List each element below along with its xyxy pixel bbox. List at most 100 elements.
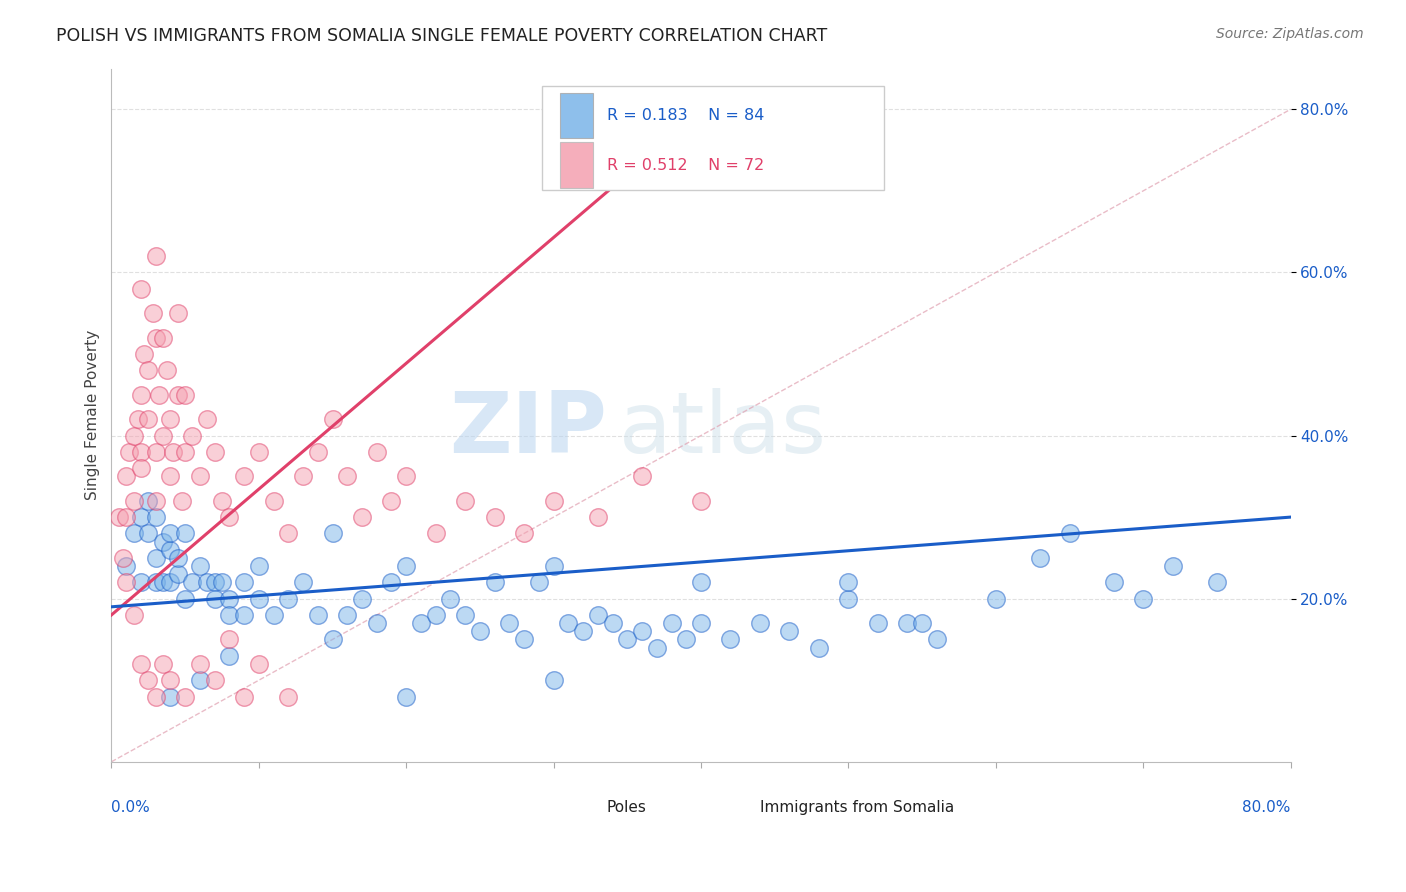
Point bbox=[572, 624, 595, 639]
Point bbox=[132, 347, 155, 361]
Point bbox=[690, 575, 713, 590]
Point bbox=[586, 510, 609, 524]
Point bbox=[778, 624, 800, 639]
Point bbox=[1206, 575, 1229, 590]
Text: R = 0.183    N = 84: R = 0.183 N = 84 bbox=[606, 108, 763, 123]
Point bbox=[602, 616, 624, 631]
Point bbox=[321, 632, 343, 647]
Point bbox=[395, 559, 418, 574]
Point bbox=[172, 493, 194, 508]
Bar bbox=[734, 795, 761, 810]
Point bbox=[129, 510, 152, 524]
Point bbox=[152, 534, 174, 549]
Point bbox=[336, 607, 359, 622]
Point bbox=[174, 591, 197, 606]
Point bbox=[837, 575, 859, 590]
Point bbox=[409, 616, 432, 631]
Point bbox=[148, 388, 170, 402]
Point bbox=[136, 673, 159, 688]
Point bbox=[984, 591, 1007, 606]
Point bbox=[218, 591, 240, 606]
Point bbox=[395, 690, 418, 704]
Point bbox=[631, 624, 654, 639]
Point bbox=[616, 632, 638, 647]
Point bbox=[129, 461, 152, 475]
Point bbox=[866, 616, 889, 631]
Point bbox=[115, 575, 138, 590]
Point bbox=[129, 657, 152, 671]
Point bbox=[211, 493, 233, 508]
Point bbox=[136, 493, 159, 508]
Point bbox=[380, 575, 402, 590]
Point bbox=[911, 616, 934, 631]
Text: Source: ZipAtlas.com: Source: ZipAtlas.com bbox=[1216, 27, 1364, 41]
Point bbox=[468, 624, 491, 639]
Point bbox=[498, 616, 520, 631]
Bar bbox=[583, 795, 609, 810]
Point bbox=[1102, 575, 1125, 590]
Text: Immigrants from Somalia: Immigrants from Somalia bbox=[761, 800, 955, 815]
Point bbox=[1161, 559, 1184, 574]
Point bbox=[211, 575, 233, 590]
Point bbox=[145, 575, 167, 590]
Point bbox=[122, 526, 145, 541]
Point bbox=[307, 445, 329, 459]
Point bbox=[543, 673, 565, 688]
Point bbox=[749, 616, 772, 631]
Point bbox=[277, 690, 299, 704]
Point bbox=[925, 632, 948, 647]
Point bbox=[174, 445, 197, 459]
FancyBboxPatch shape bbox=[541, 86, 884, 190]
Point bbox=[1029, 550, 1052, 565]
Point bbox=[188, 673, 211, 688]
Point bbox=[513, 632, 536, 647]
Point bbox=[115, 559, 138, 574]
Point bbox=[543, 559, 565, 574]
Text: 80.0%: 80.0% bbox=[1243, 800, 1291, 815]
Point bbox=[513, 526, 536, 541]
Point bbox=[174, 388, 197, 402]
Point bbox=[159, 673, 181, 688]
Point bbox=[145, 550, 167, 565]
Point bbox=[195, 412, 218, 426]
Point bbox=[129, 388, 152, 402]
Point bbox=[145, 493, 167, 508]
Point bbox=[118, 445, 141, 459]
Point bbox=[159, 526, 181, 541]
Point bbox=[129, 282, 152, 296]
Point bbox=[156, 363, 179, 377]
Point bbox=[218, 510, 240, 524]
Point bbox=[631, 469, 654, 483]
Point bbox=[292, 469, 315, 483]
Point bbox=[807, 640, 830, 655]
Point bbox=[527, 575, 550, 590]
Point bbox=[145, 331, 167, 345]
Bar bbox=[560, 93, 592, 138]
Point bbox=[690, 493, 713, 508]
Point bbox=[425, 526, 447, 541]
Point bbox=[218, 648, 240, 663]
Point bbox=[233, 690, 256, 704]
Point bbox=[439, 591, 461, 606]
Point bbox=[675, 632, 697, 647]
Text: POLISH VS IMMIGRANTS FROM SOMALIA SINGLE FEMALE POVERTY CORRELATION CHART: POLISH VS IMMIGRANTS FROM SOMALIA SINGLE… bbox=[56, 27, 828, 45]
Text: 0.0%: 0.0% bbox=[111, 800, 150, 815]
Point bbox=[292, 575, 315, 590]
Bar bbox=[560, 143, 592, 187]
Point bbox=[142, 306, 165, 320]
Point bbox=[350, 510, 373, 524]
Point bbox=[159, 542, 181, 557]
Point bbox=[204, 445, 226, 459]
Point bbox=[122, 428, 145, 442]
Point bbox=[188, 657, 211, 671]
Point bbox=[122, 493, 145, 508]
Point bbox=[277, 591, 299, 606]
Point bbox=[166, 306, 188, 320]
Point bbox=[159, 690, 181, 704]
Point bbox=[277, 526, 299, 541]
Text: Poles: Poles bbox=[606, 800, 647, 815]
Point bbox=[380, 493, 402, 508]
Text: atlas: atlas bbox=[619, 387, 827, 470]
Point bbox=[136, 412, 159, 426]
Point bbox=[336, 469, 359, 483]
